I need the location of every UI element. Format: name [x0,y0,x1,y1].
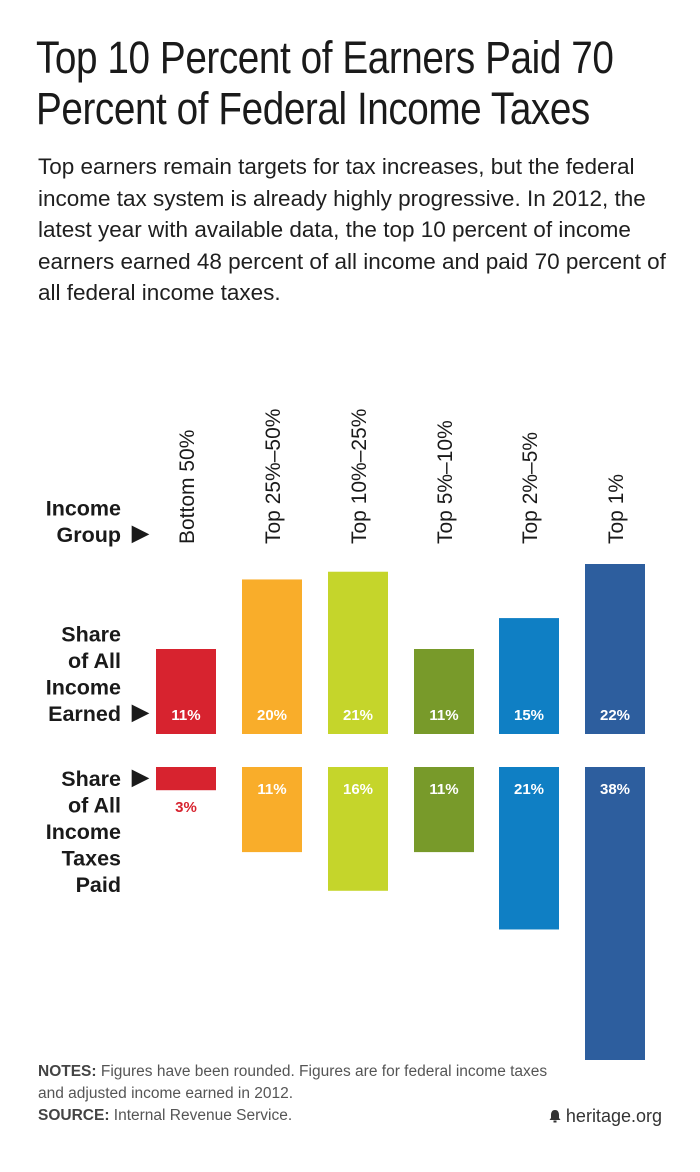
row-label-income-group-line-1: Income [46,497,121,521]
earned-bar-1 [242,579,302,734]
row-label-income-earned-line-3: Income [46,676,121,700]
earned-value-2: 21% [343,707,373,724]
title-line-1: Top 10 Percent of Earners Paid 70 [36,32,614,83]
row-label-income-earned-line-4: Earned [48,702,121,726]
paid-value-1: 11% [257,781,286,798]
notes-text: Figures have been rounded. Figures are f… [38,1063,548,1102]
paid-bar-3 [414,767,474,853]
row-label-taxes-paid-line-4: Taxes [62,847,121,871]
earned-bar-3 [414,649,474,734]
earned-value-3: 11% [429,707,458,724]
paid-value-0: 3% [175,799,197,816]
row-label-income-earned-line-2: of All [68,649,121,673]
earned-bar-0 [156,649,216,734]
earned-bar-4 [499,618,559,734]
paid-bar-5 [585,767,645,1060]
brand-text: heritage.org [565,1106,662,1126]
notes: NOTES: Figures have been rounded. Figure… [38,1061,558,1127]
row-label-income-group-arrow: ▶ [131,521,150,545]
paid-value-2: 16% [343,781,373,798]
group-label-3: Top 5%–10% [434,420,457,544]
paid-bar-1 [242,767,302,853]
earned-bar-5 [585,564,645,734]
group-label-5: Top 1% [605,474,628,544]
notes-label: NOTES: [38,1063,97,1080]
paid-bar-2 [328,767,388,891]
chart-subtitle: Top earners remain targets for tax incre… [38,154,666,305]
bell-icon [549,1110,561,1123]
row-label-taxes-paid-line-2: of All [68,794,121,818]
earned-value-0: 11% [171,707,200,724]
earned-value-4: 15% [514,707,544,724]
earned-value-1: 20% [257,707,287,724]
paid-value-4: 21% [514,781,544,798]
row-label-taxes-paid-line-3: Income [46,820,121,844]
title-line-2: Percent of Federal Income Taxes [36,83,590,134]
row-label-taxes-paid-arrow: ▶ [131,765,150,789]
paid-bars: 3% 11% 16% 11% 21% 38% [156,767,645,1060]
earned-bar-2 [328,571,388,734]
group-label-4: Top 2%–5% [519,432,542,544]
row-label-income-earned-arrow: ▶ [131,700,150,724]
group-label-1: Top 25%–50% [262,409,285,544]
earned-value-5: 22% [600,707,630,724]
paid-value-5: 38% [600,781,630,798]
chart-title: Top 10 Percent of Earners Paid 70 Percent… [36,32,614,134]
paid-bar-4 [499,767,559,930]
paid-value-3: 11% [429,781,458,798]
brand: heritage.org [548,1106,662,1127]
paid-bar-0 [156,767,216,791]
row-label-taxes-paid-line-5: Paid [76,873,121,897]
source-label: SOURCE: [38,1107,110,1124]
row-label-taxes-paid-line-1: Share [61,767,121,791]
row-label-income-earned-line-1: Share [61,623,121,647]
earned-bars: 11% 20% 21% 11% 15% 22% [156,564,645,734]
income-group-labels: Bottom 50% Top 25%–50% Top 10%–25% Top 5%–1… [176,409,628,544]
row-label-income-group-line-2: Group [57,523,122,547]
group-label-2: Top 10%–25% [348,409,371,544]
source-text: Internal Revenue Service. [109,1107,293,1124]
group-label-0: Bottom 50% [176,430,199,544]
